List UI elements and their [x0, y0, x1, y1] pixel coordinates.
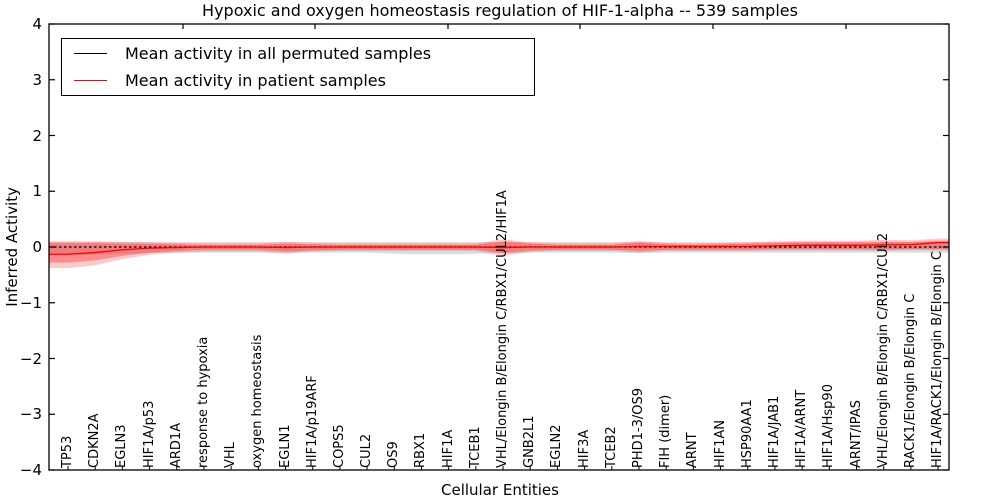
x-tick-label: HIF1A/JAB1 [766, 395, 782, 468]
x-tick-label: EGLN3 [114, 424, 130, 468]
x-tick-label: FIH (dimer) [658, 394, 674, 468]
legend-line-black [74, 52, 107, 54]
y-tick-label: −4 [19, 461, 42, 479]
x-tick-label: TCEB1 [467, 426, 483, 468]
x-tick-label: HSP90AA1 [739, 399, 755, 468]
x-tick-label: VHL/Elongin B/Elongin C/RBX1/CUL2 [875, 232, 891, 468]
x-tick-label: GNB2L1 [522, 415, 538, 468]
legend-item-permuted: Mean activity in all permuted samples [74, 40, 534, 66]
y-tick-label: −3 [19, 405, 42, 424]
x-tick-label: VHL/Elongin B/Elongin C/RBX1/CUL2/HIF1A [495, 190, 511, 468]
x-tick-label: HIF1A/ARNT [794, 389, 810, 468]
x-axis-label: Cellular Entities [441, 481, 559, 499]
x-tick-label: VHL [223, 442, 239, 468]
permuted-samples-range-band [49, 241, 949, 256]
x-tick-label: TCEB2 [603, 426, 619, 468]
y-tick-label: 3 [32, 70, 42, 89]
legend-item-patient: Mean activity in patient samples [74, 68, 534, 94]
x-tick-label: oxygen homeostasis [250, 334, 266, 468]
x-tick-label: ARNT [685, 432, 701, 468]
x-tick-label: ARD1A [168, 422, 184, 468]
patient-mean-line [49, 241, 949, 255]
y-tick-label: 4 [32, 15, 42, 33]
x-tick-label: OS9 [386, 441, 402, 468]
x-tick-label: ARNT/IPAS [848, 400, 864, 468]
x-tick-label: EGLN1 [277, 424, 293, 468]
y-tick-label: 2 [32, 126, 42, 145]
x-tick-label: COPS5 [331, 424, 347, 468]
x-tick-label: PHD1-3/OS9 [630, 388, 646, 468]
x-tick-label: HIF1A/p19ARF [304, 375, 320, 468]
x-tick-label: EGLN2 [549, 424, 565, 468]
x-tick-label: HIF1AN [712, 420, 728, 468]
x-tick-label: HIF1A/Hsp90 [821, 384, 837, 468]
x-tick-label: RACK1/Elongin B/Elongin C [902, 293, 918, 468]
x-tick-label: response to hypoxia [195, 336, 211, 468]
legend: Mean activity in all permuted samples Me… [61, 38, 535, 96]
x-tick-label: HIF3A [576, 429, 592, 468]
y-tick-label: −1 [19, 293, 42, 312]
legend-line-red [74, 80, 107, 82]
x-tick-label: HIF1A [440, 429, 456, 468]
x-tick-label: HIF1A/p53 [141, 400, 157, 468]
x-tick-label: TP53 [60, 435, 75, 468]
x-tick-label: RBX1 [413, 432, 429, 468]
legend-label: Mean activity in patient samples [125, 71, 386, 91]
y-tick-label: −2 [19, 349, 42, 368]
y-tick-label: 1 [32, 182, 42, 201]
legend-label: Mean activity in all permuted samples [125, 43, 432, 63]
x-tick-label: HIF1A/RACK1/Elongin B/Elongin C [930, 251, 946, 468]
y-tick-label: 0 [32, 238, 42, 256]
x-tick-label: CUL2 [359, 433, 375, 468]
chart-title: Hypoxic and oxygen homeostasis regulatio… [202, 1, 798, 20]
x-tick-label: CDKN2A [87, 413, 103, 468]
